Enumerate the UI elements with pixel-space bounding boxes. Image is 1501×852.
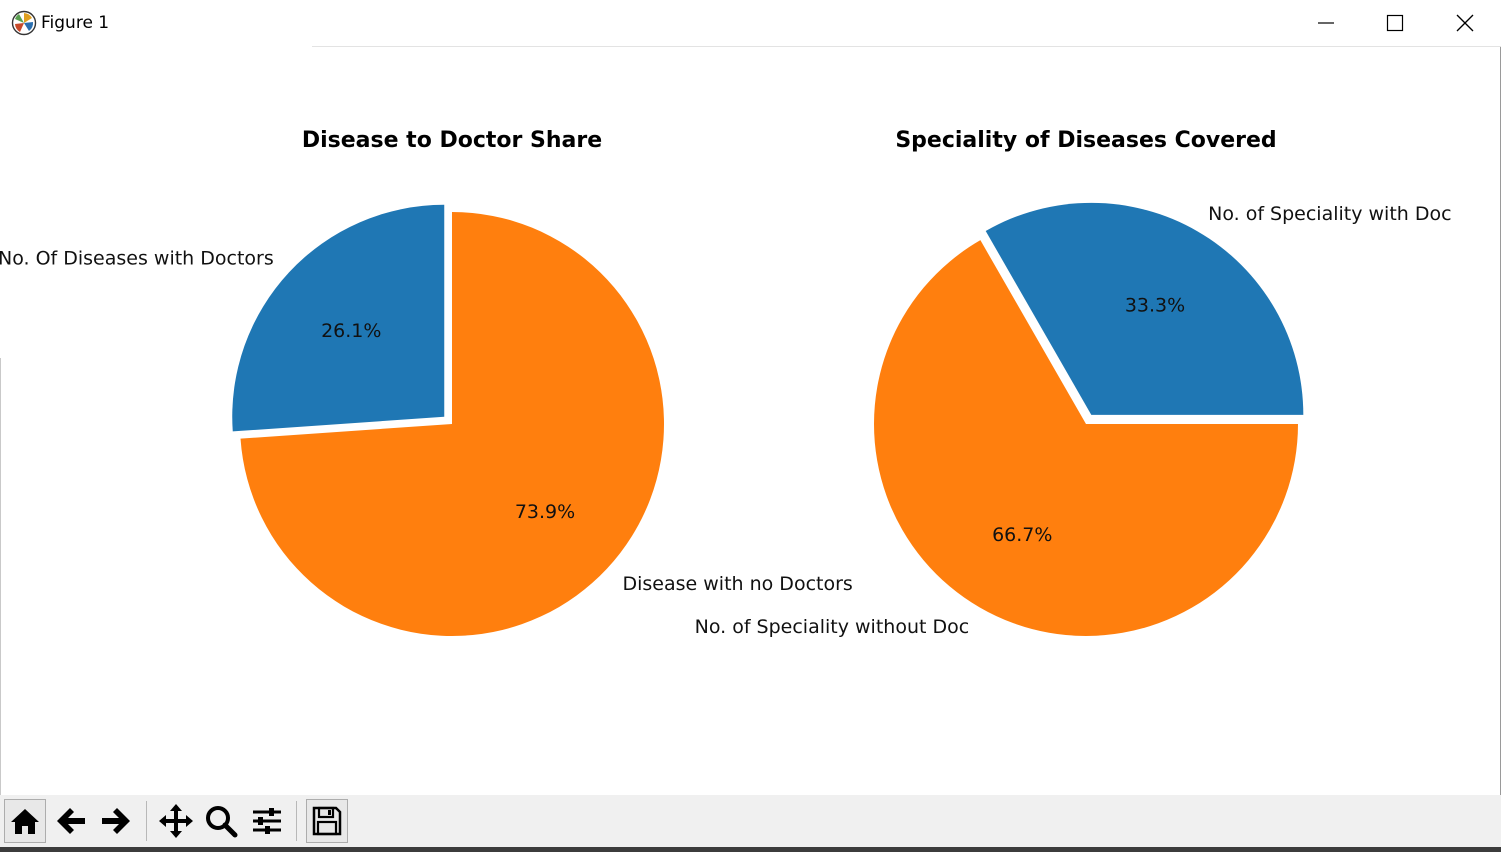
titlebar-divider [312,46,1501,47]
slice-category-label: No. Of Diseases with Doctors [0,248,274,270]
maximize-icon [1386,14,1404,32]
close-button[interactable] [1430,0,1500,46]
pie-slice [985,202,1304,415]
floppy-disk-icon [312,806,342,836]
zoom-button[interactable] [200,799,242,843]
pie-chart-disease-doctor: Disease to Doctor Share 26.1% No. Of Disea… [0,128,853,636]
arrow-right-icon [102,808,130,834]
slice-category-label: No. of Speciality without Doc [695,616,970,638]
slice-percent-label: 26.1% [321,320,381,342]
arrow-left-icon [57,808,85,834]
forward-button[interactable] [95,799,137,843]
save-button[interactable] [306,799,348,843]
chart-title: Disease to Doctor Share [302,128,602,153]
magnifier-icon [206,806,238,838]
navigation-toolbar [0,795,1501,847]
minimize-icon [1318,22,1334,24]
window-bottom-edge [0,847,1501,852]
home-icon [11,809,39,834]
chart-title: Speciality of Diseases Covered [895,128,1276,153]
close-icon [1456,14,1474,32]
slice-category-label: Disease with no Doctors [622,573,852,595]
toolbar-separator [146,801,147,841]
pie-chart-speciality: Speciality of Diseases Covered 33.3% No. o… [695,128,1452,638]
maximize-button[interactable] [1360,0,1430,46]
window-titlebar: Figure 1 [0,0,1501,46]
slice-category-label: No. of Speciality with Doc [1208,203,1451,225]
sliders-icon [253,808,281,834]
pan-button[interactable] [155,799,197,843]
figure-canvas: Disease to Doctor Share 26.1% No. Of Disea… [0,128,1452,638]
home-button[interactable] [4,799,46,843]
slice-percent-label: 66.7% [992,524,1052,546]
pie-slice [240,212,665,636]
configure-subplots-button[interactable] [246,799,288,843]
move-icon [159,804,193,838]
pie-slice [232,204,445,432]
matplotlib-logo-icon [11,10,37,36]
slice-percent-label: 33.3% [1125,295,1185,317]
toolbar-separator [296,801,297,841]
pie-slice [874,240,1298,636]
window-title: Figure 1 [41,13,110,33]
minimize-button[interactable] [1291,0,1361,46]
slice-percent-label: 73.9% [515,501,575,523]
canvas-edge [0,358,1,795]
back-button[interactable] [50,799,92,843]
